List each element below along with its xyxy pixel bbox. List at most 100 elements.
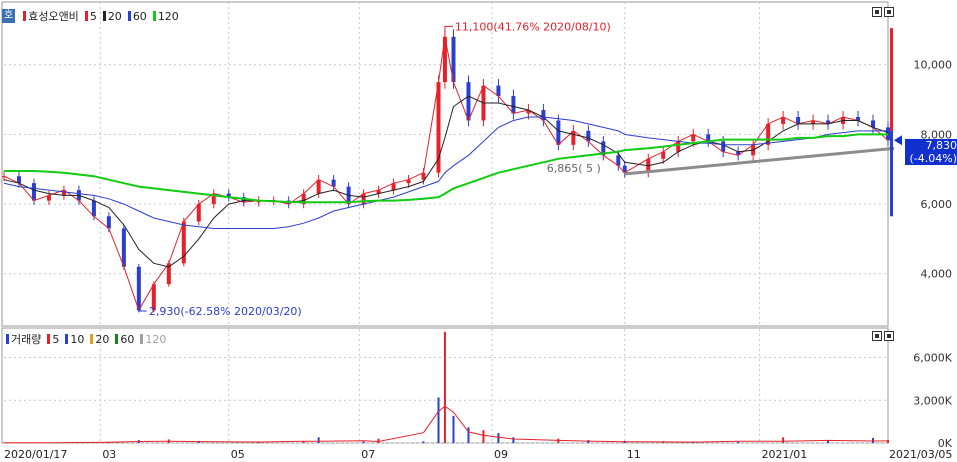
candle-body bbox=[376, 190, 381, 194]
volume-bar bbox=[377, 438, 380, 443]
candle-body bbox=[106, 216, 111, 229]
volume-legend: 거래량 5 10 20 60 120 bbox=[2, 331, 168, 347]
volume-name[interactable]: 거래량 bbox=[11, 333, 42, 346]
price-tick-label: 10,000 bbox=[914, 59, 953, 72]
candle-body bbox=[601, 141, 606, 156]
legend-vma5-mark bbox=[47, 334, 51, 344]
volume-bar bbox=[317, 437, 320, 443]
high-marker bbox=[444, 25, 453, 37]
legend-vma60-mark bbox=[115, 334, 119, 344]
candle-body bbox=[136, 266, 141, 311]
price-plot-frame bbox=[1, 1, 889, 327]
candle-body bbox=[706, 134, 711, 142]
legend-ma60[interactable]: 60 bbox=[132, 9, 147, 23]
high-annotation: 11,100(41.76% 2020/08/10) bbox=[455, 20, 611, 33]
candle-body bbox=[406, 179, 411, 184]
candle-body bbox=[46, 195, 51, 201]
volume-tick-label: 6,000K bbox=[913, 352, 952, 365]
last-price-change: (-4.04%) bbox=[905, 152, 957, 165]
volume-ma5-line bbox=[3, 405, 889, 444]
candle-body bbox=[121, 228, 126, 267]
x-axis-label: 2021/01 bbox=[762, 448, 808, 461]
legend-ma5-mark bbox=[84, 11, 88, 21]
volume-bar bbox=[737, 441, 740, 443]
candle-body bbox=[616, 155, 621, 166]
legend-color-mark bbox=[23, 11, 27, 21]
candle-body bbox=[541, 110, 546, 121]
candle-body bbox=[61, 190, 66, 196]
volume-bar bbox=[467, 427, 470, 443]
candle-body bbox=[466, 82, 471, 121]
legend-ma20[interactable]: 20 bbox=[107, 9, 122, 23]
candle-body bbox=[691, 134, 696, 142]
candle-body bbox=[856, 116, 861, 121]
legend-vma20[interactable]: 20 bbox=[95, 332, 110, 346]
stock-name[interactable]: 효성오앤비 bbox=[28, 10, 79, 23]
volume-chart: 0K 3,000K 6,000K 2020/01/17 03 05 07 09 11 2021/0… bbox=[1, 327, 953, 461]
price-range-bar-down bbox=[890, 130, 893, 217]
candle-body bbox=[166, 263, 171, 285]
x-axis-label: 2021/03/05 bbox=[889, 448, 952, 461]
low-marker bbox=[138, 301, 147, 312]
volume-bar bbox=[482, 430, 485, 443]
legend-vma5[interactable]: 5 bbox=[52, 332, 60, 346]
candle-body bbox=[301, 193, 306, 205]
price-legend: 호 효성오앤비 5 20 60 120 bbox=[2, 8, 181, 24]
stock-badge[interactable]: 호 bbox=[2, 9, 16, 23]
candle-body bbox=[421, 172, 426, 180]
trendline bbox=[624, 146, 895, 176]
price-chart: 4,000 6,000 8,000 10,000 11,100(41.76% 2020/… bbox=[1, 1, 953, 327]
x-axis-label: 07 bbox=[361, 448, 375, 461]
candle-body bbox=[436, 82, 441, 173]
candle-body bbox=[871, 120, 876, 128]
ma120-line bbox=[4, 133, 888, 204]
candle-body bbox=[721, 141, 726, 152]
legend-vma10[interactable]: 10 bbox=[70, 332, 85, 346]
trend-annotation: 6,865( 5 ) bbox=[547, 162, 601, 175]
candle-body bbox=[781, 116, 786, 124]
candle-body bbox=[496, 85, 501, 97]
legend-vma120[interactable]: 120 bbox=[145, 332, 167, 346]
x-axis-label: 03 bbox=[102, 448, 116, 461]
volume-bar bbox=[512, 437, 515, 443]
legend-ma120[interactable]: 120 bbox=[157, 9, 179, 23]
candle-body bbox=[766, 123, 771, 145]
candle-body bbox=[361, 193, 366, 205]
x-axis-label: 2020/01/17 bbox=[4, 448, 67, 461]
ma60-line bbox=[3, 116, 888, 229]
legend-ma60-mark bbox=[127, 11, 131, 21]
candle-body bbox=[181, 221, 186, 264]
legend-vma60[interactable]: 60 bbox=[120, 332, 135, 346]
candle-body bbox=[571, 130, 576, 145]
candle-body bbox=[451, 36, 456, 83]
candle-body bbox=[661, 151, 666, 159]
candle-body bbox=[826, 120, 831, 124]
candle-body bbox=[442, 36, 447, 83]
volume-tick-label: 3,000K bbox=[913, 394, 952, 407]
maximize-icon[interactable] bbox=[872, 7, 882, 17]
close-icon[interactable] bbox=[884, 7, 894, 17]
candle-body bbox=[16, 176, 21, 184]
price-tick-label: 6,000 bbox=[921, 198, 953, 211]
low-annotation: 2,930(-62.58% 2020/03/20) bbox=[149, 305, 302, 318]
legend-ma5[interactable]: 5 bbox=[89, 9, 97, 23]
volume-bar bbox=[782, 437, 785, 443]
volume-bar bbox=[827, 440, 830, 443]
candle-body bbox=[226, 193, 231, 198]
candle-body bbox=[196, 204, 201, 222]
candle-body bbox=[676, 141, 681, 152]
candle-body bbox=[796, 116, 801, 124]
price-tick-label: 8,000 bbox=[921, 128, 953, 141]
volume-bar bbox=[422, 441, 425, 443]
last-price-value: 7,830 bbox=[905, 139, 957, 152]
legend-volume-mark bbox=[6, 334, 9, 344]
price-range-bar-up bbox=[890, 28, 893, 131]
candle-body bbox=[331, 179, 336, 187]
volume-tick-label: 0K bbox=[938, 437, 953, 450]
volume-bar bbox=[887, 440, 889, 443]
volume-close-icon[interactable] bbox=[884, 331, 894, 341]
volume-maximize-icon[interactable] bbox=[872, 331, 882, 341]
x-axis-label: 11 bbox=[627, 448, 641, 461]
last-price-pointer bbox=[894, 135, 902, 146]
candle-body bbox=[511, 96, 516, 114]
